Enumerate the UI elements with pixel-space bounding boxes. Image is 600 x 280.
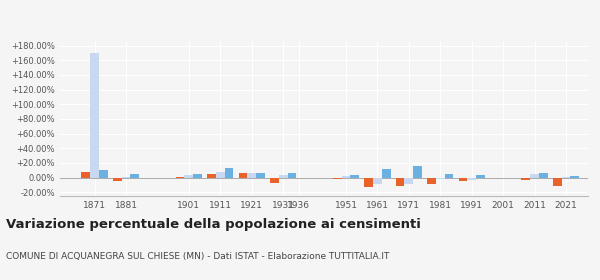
Bar [216, 172, 224, 178]
Bar [341, 176, 350, 178]
Bar [562, 177, 571, 178]
Bar [99, 170, 108, 178]
Bar [530, 174, 539, 178]
Bar [256, 173, 265, 178]
Bar [279, 175, 287, 178]
Bar [373, 178, 382, 183]
Bar [427, 178, 436, 183]
Bar [445, 174, 454, 178]
Bar [176, 177, 184, 178]
Bar [130, 174, 139, 178]
Bar [404, 178, 413, 184]
Bar [395, 178, 404, 186]
Bar [364, 178, 373, 187]
Bar [476, 176, 485, 178]
Bar [184, 176, 193, 178]
Bar [113, 178, 122, 181]
Bar [467, 178, 476, 180]
Bar [436, 178, 445, 179]
Bar [193, 174, 202, 178]
Bar [239, 173, 247, 178]
Bar [90, 53, 99, 178]
Bar [539, 172, 548, 178]
Bar [333, 178, 341, 179]
Bar [224, 168, 233, 178]
Bar [382, 169, 391, 178]
Bar [270, 178, 279, 183]
Bar [287, 172, 296, 178]
Bar [553, 178, 562, 186]
Bar [458, 178, 467, 181]
Bar [122, 177, 130, 178]
Bar [521, 178, 530, 179]
Bar [413, 166, 422, 178]
Text: Variazione percentuale della popolazione ai censimenti: Variazione percentuale della popolazione… [6, 218, 421, 231]
Text: COMUNE DI ACQUANEGRA SUL CHIESE (MN) - Dati ISTAT - Elaborazione TUTTITALIA.IT: COMUNE DI ACQUANEGRA SUL CHIESE (MN) - D… [6, 252, 389, 261]
Bar [82, 172, 90, 178]
Bar [247, 173, 256, 178]
Bar [571, 176, 579, 178]
Bar [350, 175, 359, 178]
Bar [207, 174, 216, 178]
